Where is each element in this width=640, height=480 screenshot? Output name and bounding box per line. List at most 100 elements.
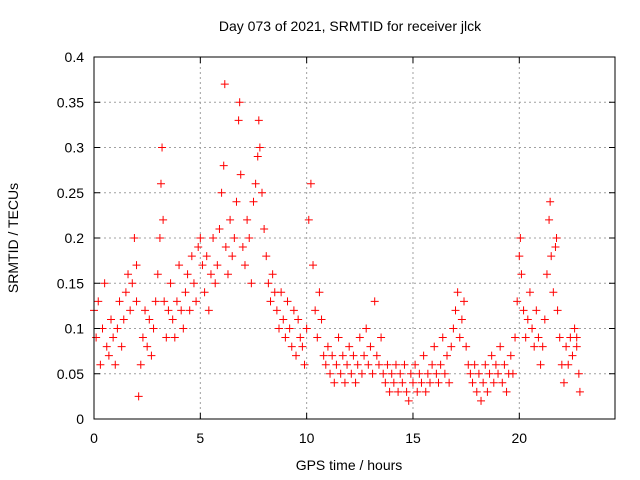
data-point [400, 360, 409, 369]
data-point [143, 342, 152, 351]
data-point [387, 369, 396, 378]
data-point [540, 315, 549, 324]
data-point [483, 387, 492, 396]
data-point [130, 234, 139, 242]
data-point [506, 351, 515, 360]
data-point [96, 360, 105, 369]
data-point [513, 297, 522, 306]
data-point [219, 161, 228, 170]
data-point [332, 360, 341, 369]
data-point [209, 234, 218, 242]
data-point [334, 333, 343, 342]
data-point [423, 369, 432, 378]
data-point [92, 333, 101, 342]
data-point [440, 369, 449, 378]
data-point [500, 360, 509, 369]
data-point [145, 315, 154, 324]
data-point [394, 387, 403, 396]
data-point [172, 297, 181, 306]
data-point [479, 378, 488, 387]
data-point [226, 215, 235, 224]
data-point [232, 197, 241, 206]
data-point [326, 369, 335, 378]
data-point [249, 197, 258, 206]
y-tick-label: 0.05 [57, 366, 84, 382]
data-point [155, 234, 164, 242]
data-point [328, 351, 337, 360]
data-point [555, 333, 564, 342]
data-point [453, 288, 462, 297]
data-point [151, 297, 160, 306]
data-point [508, 369, 517, 378]
data-point [124, 270, 133, 279]
data-point [487, 351, 496, 360]
data-point [158, 143, 167, 152]
data-point [166, 279, 175, 288]
data-point [336, 369, 345, 378]
data-point [570, 324, 579, 333]
data-point [396, 369, 405, 378]
data-point [298, 342, 307, 351]
data-point [417, 378, 426, 387]
data-point [415, 369, 424, 378]
x-tick-label: 5 [196, 430, 204, 446]
data-point [572, 342, 581, 351]
data-point [370, 297, 379, 306]
data-point [107, 315, 116, 324]
data-point [562, 342, 571, 351]
data-point [194, 243, 203, 252]
data-point [542, 270, 551, 279]
data-point [302, 324, 311, 333]
data-point [549, 288, 558, 297]
data-point [311, 306, 320, 315]
data-point [170, 333, 179, 342]
data-point [374, 360, 383, 369]
data-point [383, 360, 392, 369]
data-point [262, 252, 271, 261]
axis-ticks: 0 0.05 0.1 0.15 0.2 0.25 0.3 0.35 0.4 0 5 10 15 20 [57, 49, 615, 446]
data-point [511, 333, 520, 342]
data-point [138, 333, 147, 342]
data-point [552, 234, 561, 242]
data-point [521, 333, 530, 342]
data-point [553, 306, 562, 315]
data-point [247, 279, 256, 288]
data-point [377, 333, 386, 342]
data-point [294, 315, 303, 324]
data-point [159, 215, 168, 224]
data-point [498, 378, 507, 387]
data-point [355, 333, 364, 342]
data-point [494, 369, 503, 378]
data-point [277, 288, 286, 297]
data-point [234, 116, 243, 125]
data-point [364, 360, 373, 369]
data-point [338, 351, 347, 360]
data-point [546, 197, 555, 206]
data-point [345, 342, 354, 351]
data-point [309, 261, 318, 270]
data-point [260, 224, 269, 233]
data-point [240, 261, 249, 270]
data-point [289, 306, 298, 315]
data-point [572, 333, 581, 342]
data-point [411, 360, 420, 369]
data-point [481, 360, 490, 369]
data-point [255, 143, 264, 152]
data-point [559, 378, 568, 387]
data-point [196, 234, 205, 242]
data-point [455, 333, 464, 342]
data-point [575, 387, 584, 396]
data-point [372, 351, 381, 360]
y-tick-label: 0.2 [65, 230, 85, 246]
y-tick-label: 0.3 [65, 140, 85, 156]
data-point [119, 315, 128, 324]
data-point [268, 270, 277, 279]
data-point [156, 179, 165, 188]
data-point [434, 378, 443, 387]
data-point [368, 369, 377, 378]
data-point [462, 342, 471, 351]
data-point [243, 215, 252, 224]
data-point [198, 261, 207, 270]
data-point [468, 378, 477, 387]
x-tick-label: 0 [90, 430, 98, 446]
